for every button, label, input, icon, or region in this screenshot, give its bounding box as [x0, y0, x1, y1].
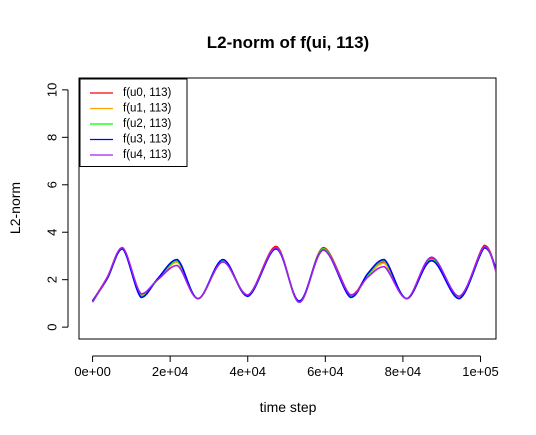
x-tick-label: 2e+04	[152, 364, 189, 379]
y-tick-label: 2	[45, 276, 60, 283]
y-tick-label: 10	[45, 83, 60, 97]
legend-label: f(u4, 113)	[123, 149, 172, 161]
y-tick-label: 0	[45, 324, 60, 331]
legend-label: f(u1, 113)	[123, 103, 172, 115]
legend-label: f(u2, 113)	[123, 118, 172, 130]
x-tick-label: 4e+04	[229, 364, 266, 379]
x-tick-label: 6e+04	[307, 364, 344, 379]
y-tick-label: 6	[45, 181, 60, 188]
y-tick-label: 4	[45, 229, 60, 236]
x-axis-label: time step	[260, 399, 317, 415]
x-tick-label: 0e+00	[74, 364, 111, 379]
legend-label: f(u0, 113)	[123, 87, 172, 99]
chart-title: L2-norm of f(ui, 113)	[207, 33, 369, 52]
series-layer	[91, 244, 496, 304]
x-axis: 0e+00 2e+04 4e+04 6e+04 8e+04 1e+05	[74, 355, 499, 379]
y-axis: 0 2 4 6 8 10	[45, 83, 69, 331]
y-tick-label: 8	[45, 134, 60, 141]
series-line-u4	[91, 245, 496, 304]
legend: f(u0, 113) f(u1, 113) f(u2, 113) f(u3, 113)…	[79, 78, 188, 167]
plot-frame	[78, 77, 497, 340]
legend-label: f(u3, 113)	[123, 134, 172, 146]
x-tick-label: 1e+05	[462, 364, 499, 379]
x-tick-label: 8e+04	[385, 364, 422, 379]
y-axis-label: L2-norm	[7, 182, 23, 234]
